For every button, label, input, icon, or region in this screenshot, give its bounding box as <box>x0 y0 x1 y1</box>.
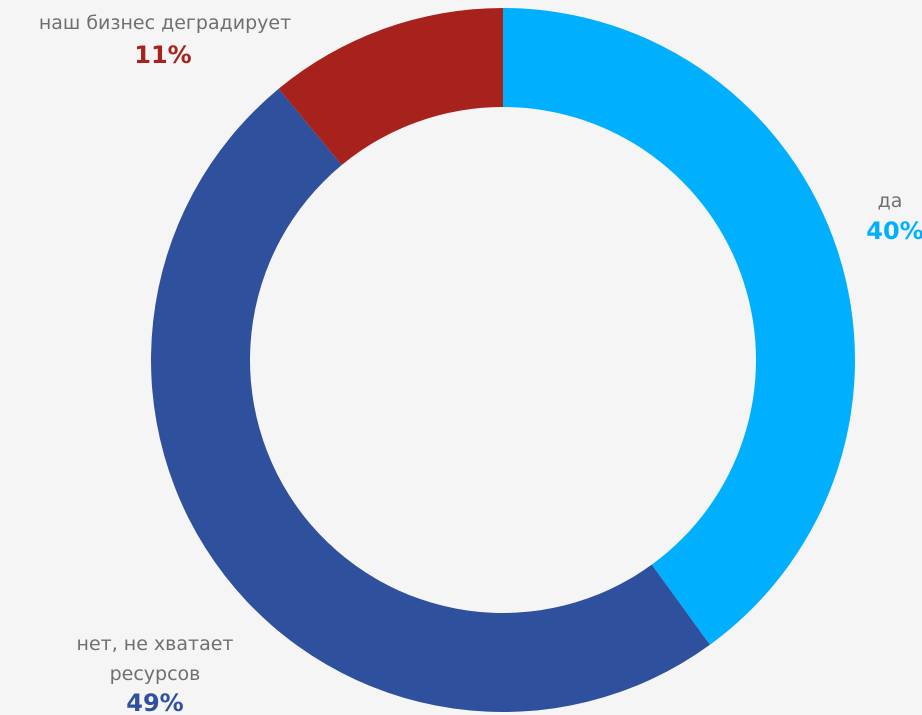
donut-slice-degrading <box>278 8 503 166</box>
slice-value-degrading: 11% <box>134 41 191 69</box>
slice-value-no-resources: 49% <box>126 689 183 715</box>
slice-value-da: 40% <box>866 217 922 245</box>
slice-label-degrading: наш бизнес деградирует <box>39 12 291 34</box>
donut-slices <box>151 8 855 712</box>
slice-label-no-resources-line1: нет, не хватает <box>77 633 234 655</box>
donut-slice-no-resources <box>151 88 710 712</box>
slice-label-no-resources-line2: ресурсов <box>110 663 201 685</box>
donut-slice-da <box>503 8 855 645</box>
slice-label-da: да <box>878 190 903 212</box>
